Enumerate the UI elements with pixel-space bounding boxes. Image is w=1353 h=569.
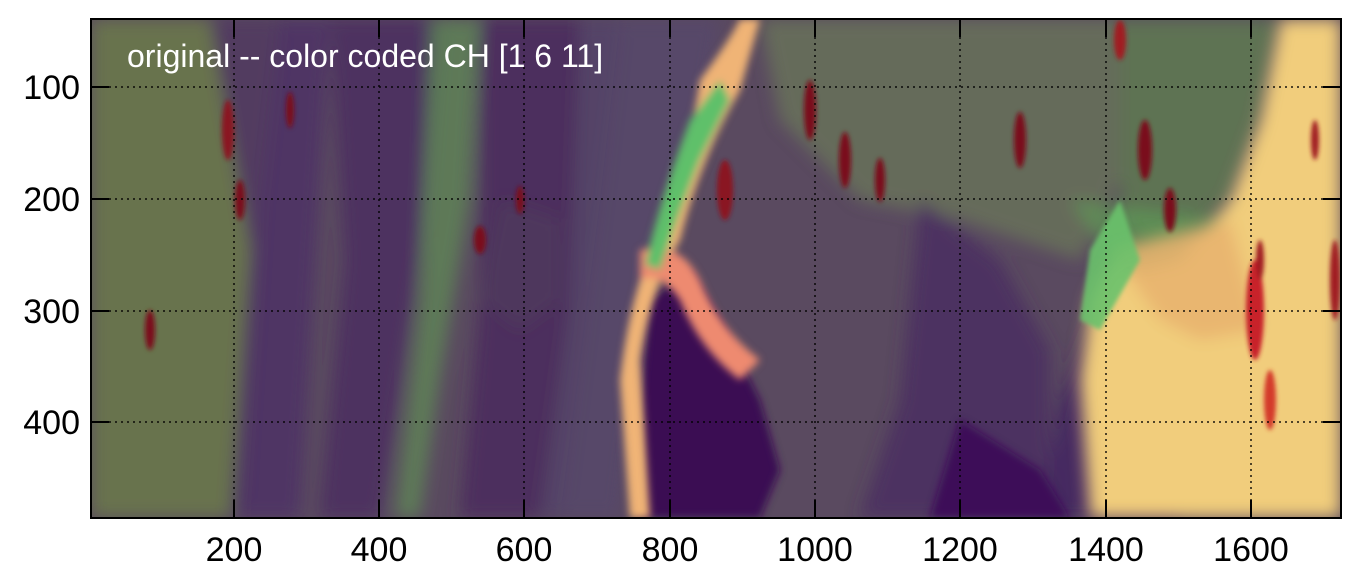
convective-spot bbox=[145, 310, 155, 350]
yellow-region bbox=[1110, 220, 1260, 340]
convective-spot bbox=[1164, 188, 1176, 232]
convective-spot bbox=[804, 80, 816, 140]
convective-spot bbox=[1311, 120, 1319, 160]
convective-spot bbox=[474, 226, 486, 254]
x-tick-label: 1600 bbox=[1213, 531, 1289, 569]
x-tick-label: 1200 bbox=[922, 531, 998, 569]
convective-spot bbox=[1114, 20, 1126, 60]
green-edge bbox=[645, 80, 730, 270]
y-tick-label: 300 bbox=[23, 293, 80, 331]
convective-spot bbox=[717, 160, 733, 220]
y-axis: 100 200 300 400 bbox=[23, 69, 1341, 442]
x-tick-label: 400 bbox=[351, 531, 408, 569]
convective-spot bbox=[1264, 370, 1276, 430]
olive-region bbox=[540, 19, 720, 518]
plot-frame bbox=[90, 18, 1342, 519]
x-tick-label: 800 bbox=[642, 531, 699, 569]
green-band bbox=[1120, 19, 1280, 250]
y-tick-label: 200 bbox=[23, 181, 80, 219]
purple-swath bbox=[320, 19, 440, 518]
image-title: original -- color coded CH [1 6 11] bbox=[127, 38, 603, 74]
convective-spot bbox=[1138, 120, 1152, 180]
x-tick-label: 600 bbox=[496, 531, 553, 569]
convective-spot bbox=[1256, 240, 1264, 280]
convective-spot bbox=[222, 100, 234, 160]
purple-swath bbox=[860, 200, 1050, 518]
convective-spot bbox=[1330, 240, 1340, 320]
convective-spot bbox=[839, 132, 851, 188]
y-tick-label: 100 bbox=[23, 69, 80, 107]
convective-spot bbox=[1014, 112, 1026, 168]
satellite-image bbox=[91, 19, 1341, 518]
olive-region bbox=[760, 19, 1120, 260]
convective-spot bbox=[516, 186, 524, 214]
green-band bbox=[395, 19, 480, 518]
purple-swath bbox=[210, 19, 330, 518]
green-edge bbox=[1080, 200, 1140, 330]
x-tick-label: 1400 bbox=[1068, 531, 1144, 569]
salmon-band bbox=[640, 248, 760, 380]
grid bbox=[91, 19, 1341, 518]
convective-spot bbox=[286, 92, 294, 128]
y-tick-label: 400 bbox=[23, 404, 80, 442]
convective-spot bbox=[875, 158, 885, 202]
x-tick-label: 1000 bbox=[777, 531, 853, 569]
convective-spot bbox=[235, 180, 245, 220]
dark-purple-core bbox=[640, 270, 780, 518]
dark-purple-core bbox=[930, 420, 1070, 518]
x-tick-label: 200 bbox=[206, 531, 263, 569]
x-axis: 200 400 600 800 1000 1200 1400 1600 bbox=[206, 19, 1289, 569]
